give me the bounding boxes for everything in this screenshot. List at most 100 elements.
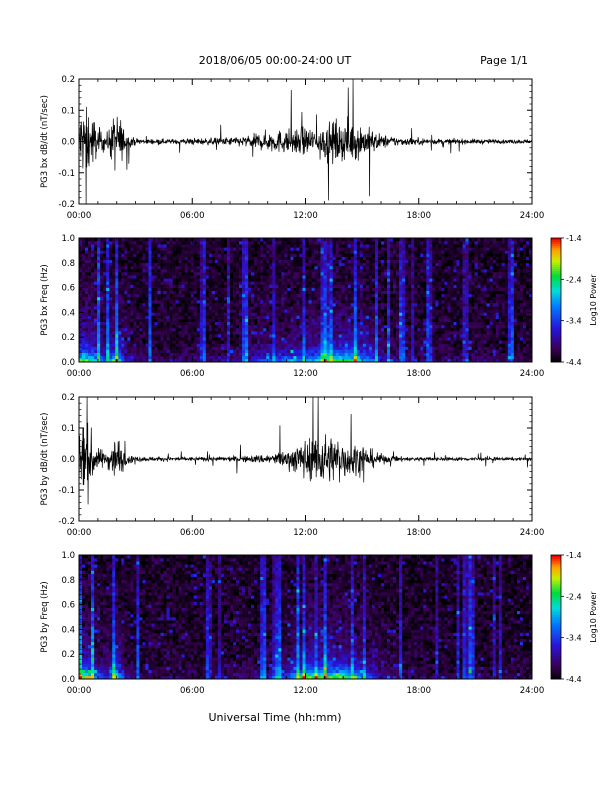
heat-cell: [314, 346, 318, 350]
heat-cell: [311, 247, 315, 251]
heat-cell: [362, 349, 367, 353]
heat-cell: [236, 321, 240, 326]
heat-cell: [426, 318, 430, 322]
heat-cell: [377, 259, 382, 264]
heat-cell: [172, 238, 176, 242]
heat-cell: [257, 334, 261, 338]
heat-cell: [205, 247, 210, 251]
heat-cell: [284, 306, 288, 310]
heat-cell: [278, 241, 282, 245]
heat-cell: [251, 293, 255, 298]
heat-cell: [314, 256, 318, 260]
heat-cell: [314, 238, 318, 242]
heat-cell: [257, 300, 261, 304]
heat-cell: [365, 244, 370, 248]
heat-cell: [97, 358, 101, 363]
heat-cell: [121, 250, 125, 254]
heat-cell: [287, 253, 291, 257]
heat-cell: [332, 300, 336, 304]
heat-cell: [393, 244, 397, 248]
heat-cell: [353, 253, 358, 257]
heat-cell: [371, 331, 376, 335]
heat-cell: [184, 293, 189, 298]
heat-cell: [163, 281, 167, 285]
heat-cell: [251, 272, 255, 276]
heat-cell: [121, 340, 125, 344]
heat-cell: [211, 355, 216, 360]
heat-cell: [266, 349, 270, 353]
heat-cell: [441, 256, 445, 260]
heat-cell: [181, 278, 185, 282]
heat-cell: [121, 331, 125, 335]
bx-series-line: [79, 79, 532, 204]
heat-cell: [133, 343, 137, 347]
heat-cell: [251, 247, 255, 251]
heat-cell: [338, 256, 343, 260]
heat-cell: [278, 309, 282, 313]
heat-cell: [435, 321, 439, 326]
heat-cell: [432, 269, 436, 273]
heat-cell: [390, 303, 394, 307]
heat-cell: [211, 272, 216, 276]
heat-cell: [272, 284, 276, 288]
heat-cell: [91, 253, 95, 257]
heat-cell: [344, 300, 349, 304]
heat-cell: [296, 269, 300, 273]
heat-cell: [151, 244, 155, 248]
heat-cell: [426, 321, 430, 326]
heat-cell: [320, 327, 324, 332]
heat-cell: [269, 265, 273, 270]
heat-cell: [299, 340, 303, 344]
heat-cell: [302, 340, 306, 344]
heat-cell: [79, 343, 83, 347]
heat-cell: [377, 262, 382, 267]
heat-cell: [305, 358, 309, 363]
heat-cell: [199, 247, 204, 251]
heat-cell: [299, 256, 303, 260]
heat-cell: [112, 269, 116, 273]
heat-cell: [121, 355, 125, 360]
heat-cell: [202, 355, 207, 360]
heat-cell: [97, 352, 101, 357]
heat-cell: [402, 318, 406, 322]
heat-cell: [365, 337, 370, 341]
heat-cell: [145, 340, 149, 344]
heat-cell: [172, 340, 176, 344]
heat-cell: [251, 269, 255, 273]
heat-cell: [317, 337, 321, 341]
heat-cell: [211, 238, 216, 242]
heat-cell: [390, 253, 394, 257]
heat-cell: [417, 290, 421, 295]
heat-cell: [426, 340, 430, 344]
heat-cell: [139, 324, 143, 329]
heat-cell: [124, 281, 128, 285]
heat-cell: [202, 296, 207, 301]
heat-cell: [100, 352, 104, 357]
heat-cell: [154, 331, 158, 335]
heat-cell: [435, 293, 439, 298]
heat-cell: [402, 256, 406, 260]
heat-cell: [441, 290, 445, 295]
heat-cell: [148, 321, 152, 326]
heat-cell: [390, 259, 394, 264]
heat-cell: [353, 269, 358, 273]
heat-cell: [278, 259, 282, 264]
heat-cell: [103, 256, 107, 260]
heat-cell: [248, 327, 252, 332]
heat-cell: [136, 346, 140, 350]
heat-cell: [208, 262, 213, 267]
heat-cell: [281, 303, 285, 307]
heat-cell: [130, 241, 134, 245]
heat-cell: [97, 265, 101, 270]
heat-cell: [79, 306, 83, 310]
heat-cell: [251, 327, 255, 332]
heat-cell: [205, 269, 210, 273]
heat-cell: [214, 253, 219, 257]
heat-cell: [332, 272, 336, 276]
heat-cell: [368, 290, 373, 295]
heat-cell: [374, 281, 379, 285]
heat-cell: [356, 284, 361, 288]
heat-cell: [420, 309, 424, 313]
y-tick-label: -0.1: [58, 169, 75, 179]
heat-cell: [142, 281, 146, 285]
